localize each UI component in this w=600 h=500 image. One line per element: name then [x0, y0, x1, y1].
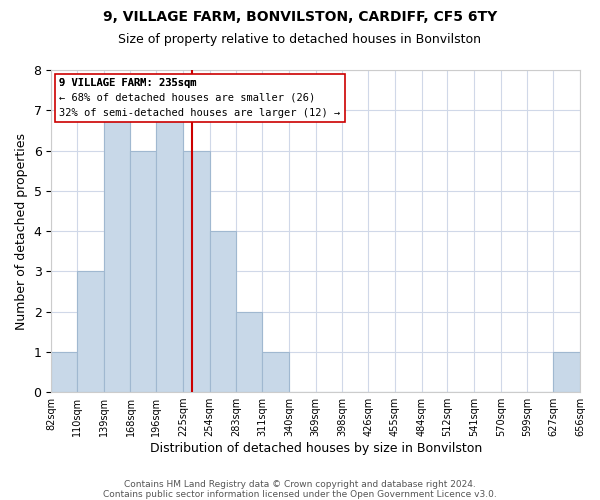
Bar [262, 352, 289, 392]
Bar [553, 352, 580, 392]
Bar [236, 312, 262, 392]
Text: Contains public sector information licensed under the Open Government Licence v3: Contains public sector information licen… [103, 490, 497, 499]
Bar [210, 231, 236, 392]
Text: 9 VILLAGE FARM: 235sqm: 9 VILLAGE FARM: 235sqm [59, 78, 197, 88]
X-axis label: Distribution of detached houses by size in Bonvilston: Distribution of detached houses by size … [149, 442, 482, 455]
Y-axis label: Number of detached properties: Number of detached properties [15, 132, 28, 330]
Text: Contains HM Land Registry data © Crown copyright and database right 2024.: Contains HM Land Registry data © Crown c… [124, 480, 476, 489]
Text: 9 VILLAGE FARM: 235sqm
← 68% of detached houses are smaller (26)
32% of semi-det: 9 VILLAGE FARM: 235sqm ← 68% of detached… [59, 78, 340, 118]
Bar [130, 150, 156, 392]
Bar [51, 352, 77, 392]
Bar [156, 110, 183, 392]
Bar [104, 110, 130, 392]
Bar [183, 150, 210, 392]
Bar [77, 272, 104, 392]
Text: Size of property relative to detached houses in Bonvilston: Size of property relative to detached ho… [119, 32, 482, 46]
Text: 9, VILLAGE FARM, BONVILSTON, CARDIFF, CF5 6TY: 9, VILLAGE FARM, BONVILSTON, CARDIFF, CF… [103, 10, 497, 24]
